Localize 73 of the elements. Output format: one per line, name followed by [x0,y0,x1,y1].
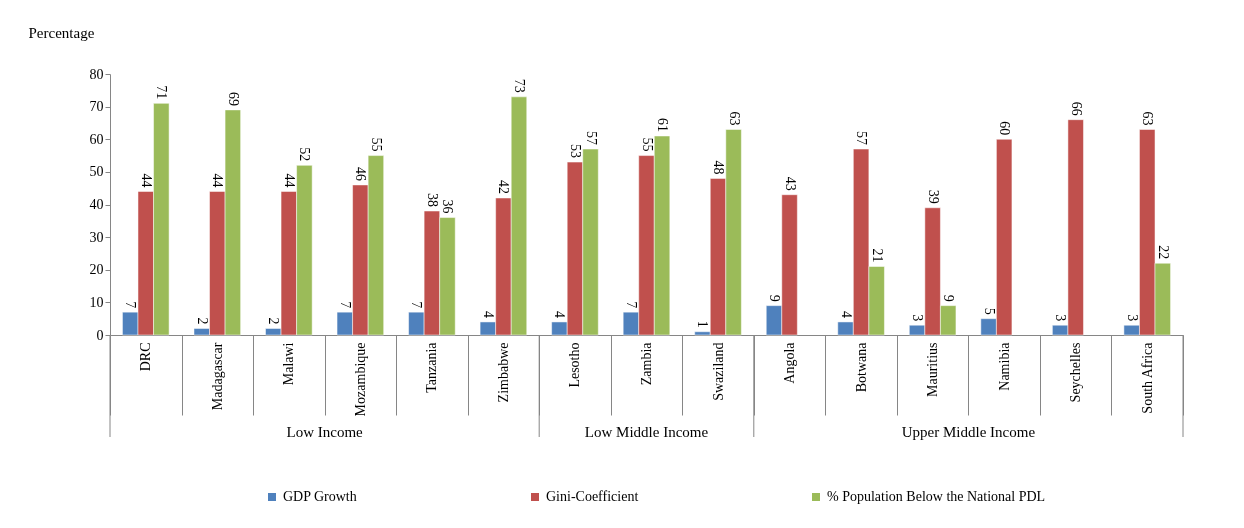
data-label: 4 [838,310,854,318]
y-axis-title: Percentage [28,24,95,41]
data-label: 7 [623,301,639,309]
y-tick-label: 10 [89,294,104,310]
data-label: 38 [424,193,440,208]
data-label: 5 [981,307,997,315]
x-tick-label: Lesotho [567,342,583,388]
legend-label: Gini-Coefficient [546,489,639,504]
data-label: 53 [567,144,583,159]
data-label: 52 [297,147,313,162]
data-label: 3 [910,314,926,322]
x-tick-label: Madagascar [209,342,225,411]
x-tick-label: Botwana [853,341,869,393]
data-label: 44 [210,173,226,188]
text: Low Income [286,424,364,440]
data-label: 55 [368,137,384,152]
data-label: 7 [409,301,425,309]
x-tick-label: Malawi [281,342,297,386]
data-label: 9 [941,294,957,302]
y-tick-label: 20 [89,262,104,278]
data-label: 36 [440,199,456,214]
y-tick-label: 0 [96,327,104,343]
data-label: 7 [337,301,353,309]
x-tick-label: Mozambique [352,342,368,417]
data-label: 48 [711,160,727,175]
data-label: 9 [767,294,783,302]
data-label: 46 [353,166,369,181]
x-tick-label: Zimbabwe [495,342,511,403]
x-tick-label: Angola [782,341,798,384]
data-label: 39 [925,189,941,204]
x-tick-label: Zambia [639,341,654,386]
y-tick-label: 60 [89,131,104,147]
data-label: 57 [583,131,599,146]
data-label: 1 [695,320,711,328]
data-label: 21 [869,248,885,263]
data-label: 61 [655,117,671,132]
text: Low Middle Income [584,424,709,440]
y-tick-label: 50 [89,164,104,180]
x-tick-label: Mauritius [925,342,941,397]
data-label: 44 [138,173,154,188]
x-tick-label: Seychelles [1068,342,1084,403]
x-tick-label: Namibia [996,341,1012,391]
data-label: 57 [854,131,870,146]
data-label: 73 [511,78,527,93]
y-tick-label: 80 [89,66,104,82]
x-tick-label: DRC [138,342,154,372]
data-label: 66 [1068,101,1084,116]
data-label: 4 [552,310,568,318]
data-label: 44 [281,173,297,188]
y-tick-label: 40 [89,197,104,212]
data-label: 4 [480,310,496,318]
data-label: 43 [782,176,798,191]
data-label: 7 [123,301,139,309]
legend-label: GDP Growth [283,489,357,504]
data-label: 2 [266,317,282,325]
data-label: 63 [1140,111,1156,126]
x-tick-label: Swaziland [710,342,726,401]
data-label: 63 [726,111,742,126]
y-tick-label: 30 [89,229,104,245]
x-tick-label: South Africa [1139,341,1155,414]
data-label: 42 [496,179,512,194]
data-label: 69 [225,91,241,106]
x-tick-label: Tanzania [424,341,440,393]
text: Upper Middle Income [901,424,1036,440]
data-label: 60 [997,121,1013,136]
data-label: 3 [1124,314,1140,322]
data-label: 3 [1053,314,1069,322]
data-label: 22 [1155,245,1171,260]
data-label: 71 [154,85,170,100]
data-label: 55 [639,137,655,152]
legend-label: % Population Below the National PDL [827,489,1046,504]
y-tick-label: 70 [89,99,104,115]
data-label: 2 [194,317,210,325]
